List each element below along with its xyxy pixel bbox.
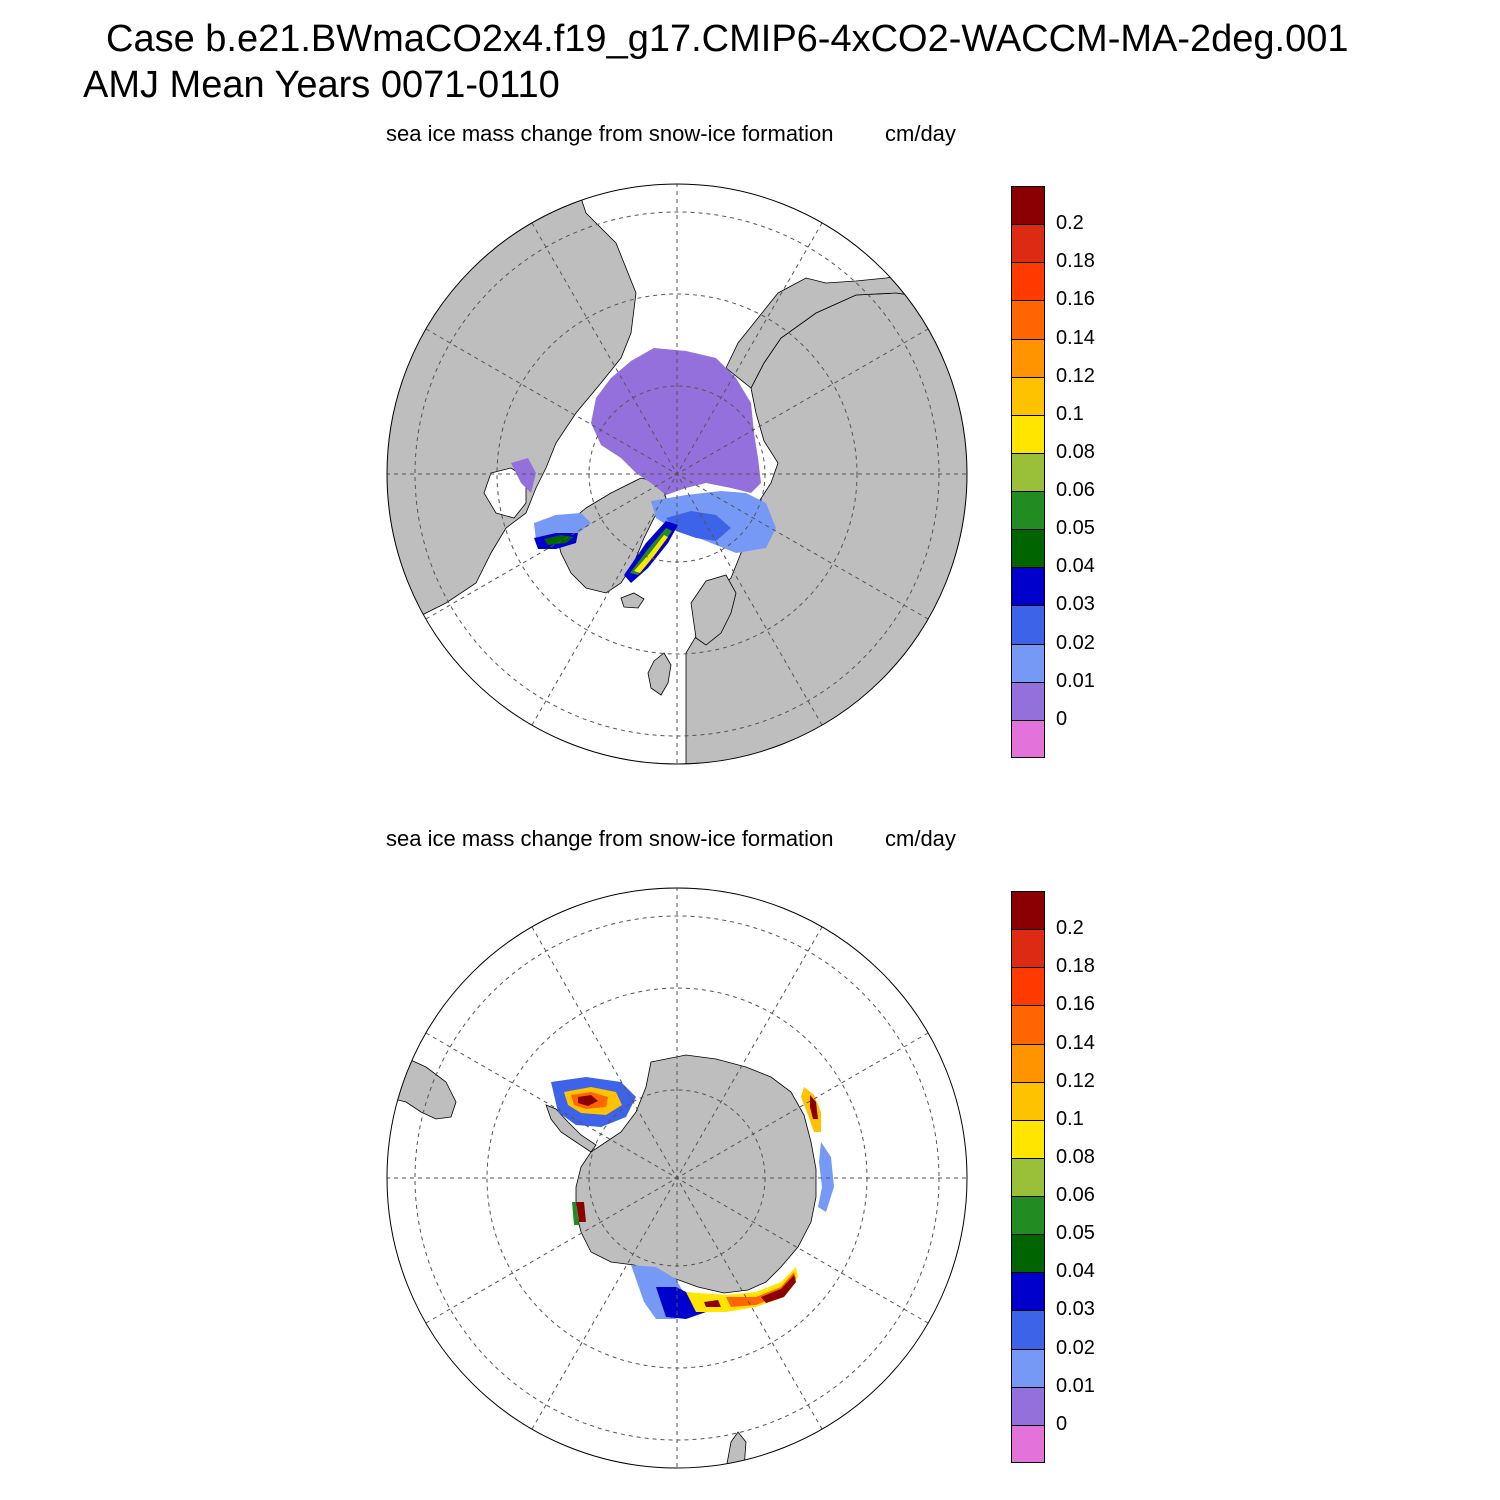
- arctic-colorbar-swatch: [1011, 719, 1045, 758]
- figure-title-period: AMJ Mean Years 0071-0110: [83, 64, 560, 106]
- antarctic-colorbar-swatch: [1011, 1272, 1045, 1311]
- antarctic-panel-title: sea ice mass change from snow-ice format…: [386, 826, 834, 851]
- antarctic-graticule: [387, 888, 967, 1468]
- antarctic-colorbar-label: 0.16: [1056, 993, 1095, 1016]
- arctic-colorbar-label: 0.2: [1056, 212, 1084, 235]
- arctic-colorbar-swatch: [1011, 376, 1045, 415]
- arctic-colorbar-swatch: [1011, 186, 1045, 225]
- antarctic-peninsula: [545, 1104, 597, 1153]
- arctic-colorbar-swatch: [1011, 567, 1045, 606]
- antarctic-colorbar-label: 0.05: [1056, 1222, 1095, 1245]
- bellingshausen-ice-green: [572, 1202, 579, 1225]
- ross-ice-orange: [726, 1272, 796, 1307]
- antarctic-colorbar-label: 0.1: [1056, 1107, 1084, 1130]
- ross-ice-blue: [656, 1287, 706, 1319]
- antarctic-colorbar-label: 0.04: [1056, 1260, 1095, 1283]
- arctic-panel-title: sea ice mass change from snow-ice format…: [386, 121, 834, 146]
- ross-ice-red-west: [704, 1300, 721, 1307]
- arctic-colorbar-label: 0.18: [1056, 250, 1095, 273]
- weddell-ice-red: [578, 1095, 598, 1106]
- antarctic-colorbar-swatch: [1011, 1005, 1045, 1044]
- arctic-panel-units: cm/day: [885, 121, 956, 146]
- east-antarctic-ice-purple: [818, 1142, 834, 1212]
- arctic-colorbar-swatch: [1011, 491, 1045, 530]
- arctic-colorbar-swatch: [1011, 414, 1045, 453]
- hudson-ice-purple: [511, 458, 536, 493]
- antarctic-colorbar-label: 0: [1056, 1412, 1068, 1435]
- arctic-colorbar-label: 0.03: [1056, 593, 1095, 616]
- arctic-colorbar-label: 0.16: [1056, 288, 1095, 311]
- bellingshausen-ice-red: [576, 1202, 586, 1222]
- arctic-colorbar-swatch: [1011, 605, 1045, 644]
- arctic-colorbar-swatch: [1011, 300, 1045, 339]
- antarctic-colorbar-swatch: [1011, 1386, 1045, 1425]
- antarctic-colorbar-label: 0.18: [1056, 955, 1095, 978]
- east-antarctic-ice-red: [810, 1095, 818, 1119]
- arctic-colorbar-label: 0.1: [1056, 402, 1084, 425]
- arctic-colorbar-label: 0.01: [1056, 669, 1095, 692]
- antarctic-colorbar-swatch: [1011, 1157, 1045, 1197]
- hudson-bay: [483, 467, 527, 519]
- arctic-polar-map: [386, 183, 968, 765]
- antarctic-colorbar: 0.2 0.18 0.16 0.14 0.12 0.1 0.08 0.06 0.05 0.04 0.…: [1011, 891, 1161, 1463]
- arctic-ice-purple: [591, 348, 761, 495]
- arctic-colorbar-label: 0.06: [1056, 479, 1095, 502]
- arctic-graticule: [387, 184, 967, 764]
- antarctic-colorbar-swatch: [1011, 929, 1045, 968]
- antarctic-colorbar-swatch: [1011, 1310, 1045, 1349]
- antarctic-colorbar-swatch: [1011, 1119, 1045, 1158]
- antarctic-colorbar-swatch: [1011, 891, 1045, 930]
- iceland-landmass: [620, 592, 645, 609]
- arctic-colorbar-swatch: [1011, 338, 1045, 377]
- antarctic-colorbar-swatch: [1011, 1043, 1045, 1082]
- arctic-colorbar-label: 0.05: [1056, 517, 1095, 540]
- antarctic-colorbar-label: 0.06: [1056, 1184, 1095, 1207]
- antarctic-colorbar-swatch: [1011, 1348, 1045, 1387]
- arctic-colorbar-label: 0.04: [1056, 555, 1095, 578]
- arctic-colorbar-swatch: [1011, 529, 1045, 568]
- arctic-map-border: [386, 183, 968, 765]
- arctic-colorbar-label: 0.14: [1056, 326, 1095, 349]
- antarctic-polar-map: [386, 887, 968, 1469]
- arctic-colorbar-label: 0.08: [1056, 440, 1095, 463]
- arctic-colorbar-label: 0.12: [1056, 364, 1095, 387]
- ross-ice-red: [761, 1275, 796, 1303]
- arctic-colorbar-swatch: [1011, 643, 1045, 682]
- scandinavia-landmass: [690, 574, 737, 646]
- antarctic-colorbar-label: 0.08: [1056, 1145, 1095, 1168]
- arctic-colorbar-swatch: [1011, 452, 1045, 492]
- antarctic-colorbar-swatch: [1011, 1234, 1045, 1273]
- east-greenland-ice-yellow: [634, 535, 668, 573]
- arctic-colorbar-swatch: [1011, 681, 1045, 720]
- antarctic-panel-units: cm/day: [885, 826, 956, 851]
- arctic-colorbar: 0.2 0.18 0.16 0.14 0.12 0.1 0.08 0.06 0.05 0.04 0.…: [1011, 186, 1161, 758]
- antarctic-colorbar-label: 0.2: [1056, 917, 1084, 940]
- british-isles-landmass: [647, 652, 672, 696]
- arctic-colorbar-label: 0.02: [1056, 631, 1095, 654]
- barents-ice-blue: [666, 511, 731, 541]
- antarctic-colorbar-label: 0.14: [1056, 1031, 1095, 1054]
- arctic-colorbar-swatch: [1011, 262, 1045, 301]
- antarctic-map-border: [386, 887, 968, 1469]
- greenland-landmass: [555, 477, 667, 594]
- antarctic-colorbar-label: 0.01: [1056, 1374, 1095, 1397]
- africa-landmass: [725, 1431, 747, 1468]
- antarctic-colorbar-label: 0.03: [1056, 1298, 1095, 1321]
- antarctica-landmass: [575, 1054, 817, 1294]
- arctic-colorbar-swatch: [1011, 224, 1045, 263]
- figure-title-case: Case b.e21.BWmaCO2x4.f19_g17.CMIP6-4xCO2…: [106, 18, 1349, 60]
- antarctic-colorbar-label: 0.12: [1056, 1069, 1095, 1092]
- antarctic-colorbar-swatch: [1011, 1424, 1045, 1463]
- antarctic-colorbar-label: 0.02: [1056, 1336, 1095, 1359]
- antarctic-colorbar-swatch: [1011, 1196, 1045, 1235]
- antarctic-colorbar-swatch: [1011, 1081, 1045, 1120]
- antarctic-colorbar-swatch: [1011, 967, 1045, 1006]
- arctic-colorbar-label: 0: [1056, 707, 1068, 730]
